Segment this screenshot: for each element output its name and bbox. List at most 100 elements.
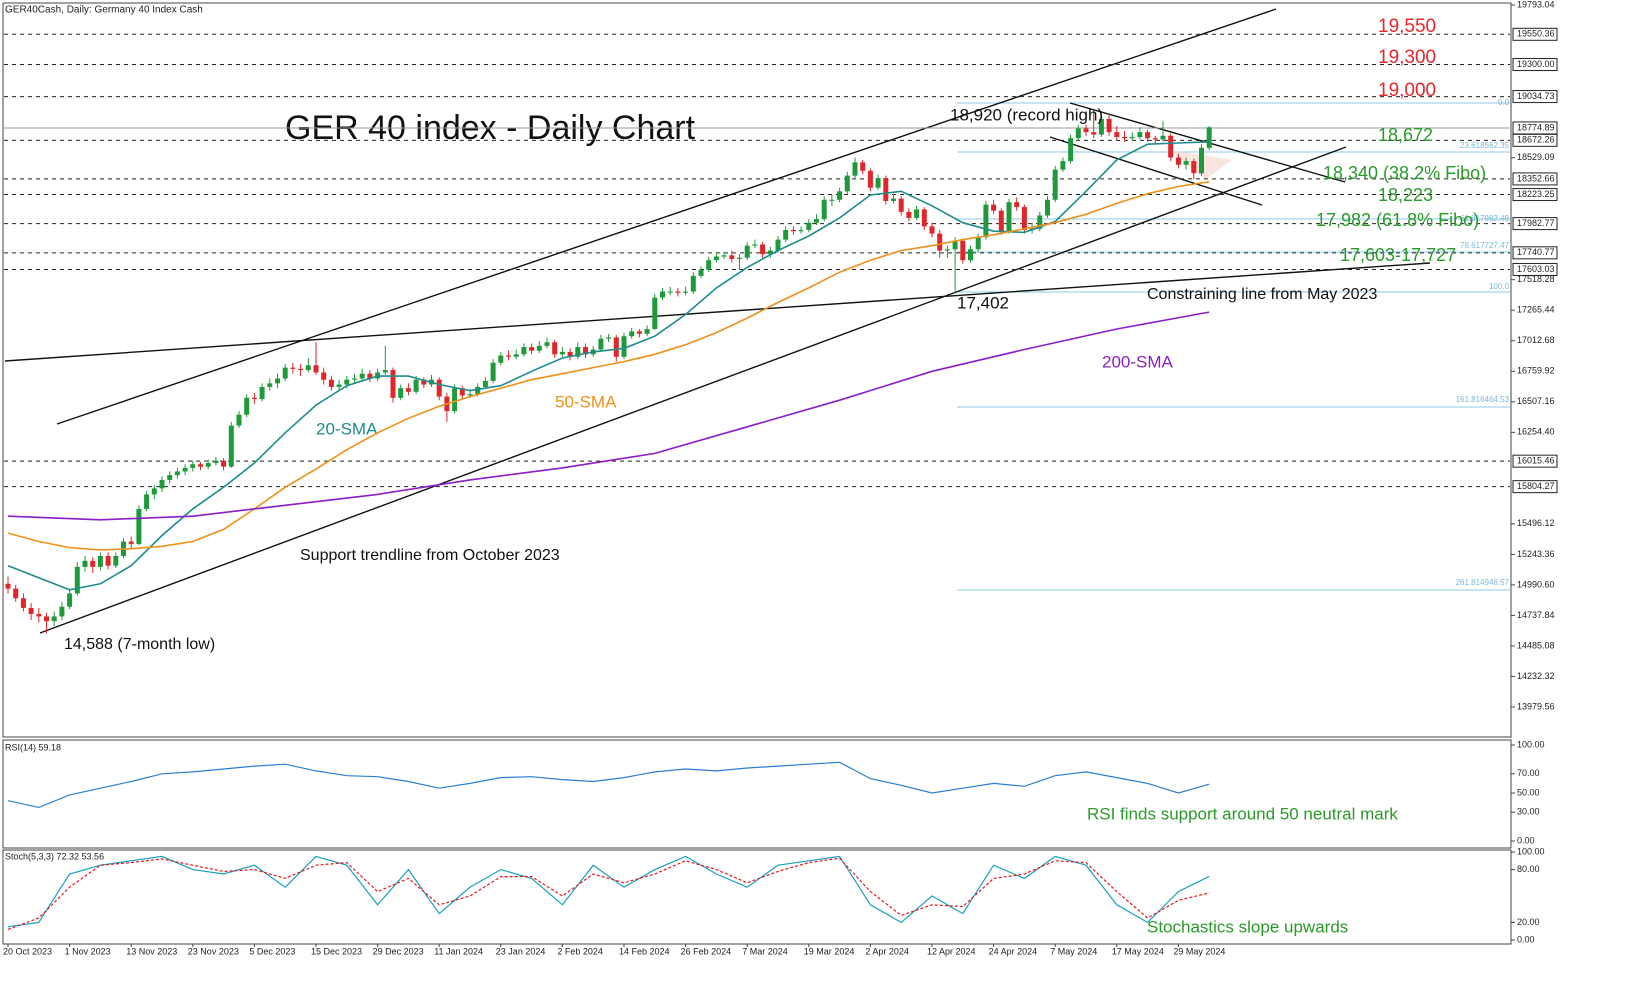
candle-body: [760, 244, 766, 255]
candle-body: [937, 233, 943, 251]
candle-body: [706, 260, 712, 270]
candle-body: [775, 239, 781, 251]
y-tick-label: 14737.84: [1517, 610, 1555, 620]
y-tick-label: 19793.04: [1517, 0, 1555, 9]
y-tick-label: 15496.12: [1517, 518, 1555, 528]
candle-body: [1037, 215, 1043, 229]
candle-body: [806, 222, 812, 230]
candle-body: [490, 362, 496, 381]
candle-body: [790, 229, 796, 232]
candle-body: [236, 414, 242, 426]
candle-body: [660, 291, 665, 298]
candle-body: [844, 175, 850, 192]
x-tick-label: 11 Jan 2024: [434, 946, 483, 956]
candle-body: [167, 475, 173, 480]
candle-body: [975, 237, 981, 250]
candle-body: [205, 463, 211, 467]
sma-label: 20-SMA: [316, 419, 378, 438]
x-tick-label: 24 Apr 2024: [989, 946, 1038, 956]
candle-body: [583, 347, 588, 355]
candle-body: [421, 379, 427, 385]
candle-body: [20, 598, 26, 608]
candle-body: [228, 425, 234, 467]
y-tick-label: 16254.40: [1517, 427, 1555, 437]
candle-body: [1106, 118, 1112, 133]
annotation: 18,672: [1378, 125, 1433, 145]
candle-body: [436, 379, 442, 397]
annotation: Stochastics slope upwards: [1147, 917, 1348, 936]
candle-body: [867, 170, 873, 188]
candle-body: [467, 394, 473, 396]
candle-body: [929, 226, 935, 234]
candle-body: [513, 354, 519, 357]
candle-body: [644, 328, 650, 334]
y-tick-label: 16015.46: [1517, 456, 1555, 466]
candle-body: [367, 373, 373, 379]
candle-body: [598, 338, 604, 350]
constraining-line: [4, 262, 1431, 362]
fib-label: 61.817982.49: [1460, 214, 1509, 223]
y-tick-label: 16759.92: [1517, 366, 1555, 376]
candle-body: [36, 613, 42, 617]
candle-body: [744, 245, 750, 258]
fib-label: 78.617727.47: [1460, 241, 1509, 250]
x-tick-label: 2 Apr 2024: [865, 946, 909, 956]
main-panel: [2, 2, 1512, 738]
y-tick-label: 17518.28: [1517, 274, 1555, 284]
candle-body: [359, 373, 365, 379]
candle-body: [921, 209, 927, 227]
x-tick-label: 20 Oct 2023: [3, 946, 52, 956]
channel-upper: [56, 8, 1277, 425]
x-tick-label: 17 May 2024: [1112, 946, 1164, 956]
sma-label: 200-SMA: [1102, 352, 1174, 371]
candle-body: [159, 479, 165, 489]
candle-body: [59, 606, 65, 617]
candle-body: [752, 244, 758, 246]
rsi-panel: [2, 739, 1512, 849]
candle-body: [1052, 169, 1058, 200]
stoch-title: Stoch(5,3,3) 72.32 53.56: [5, 851, 104, 861]
candle-body: [621, 336, 627, 357]
annotation: 19,300: [1378, 47, 1436, 68]
candle-body: [405, 388, 411, 392]
candle-body: [251, 397, 257, 400]
fib-label: 261.814946.57: [1456, 578, 1510, 587]
candle-body: [28, 607, 34, 614]
annotation: 18,340 (38.2% Fibo): [1323, 163, 1486, 183]
y-tick-label: 80.00: [1517, 864, 1540, 874]
candle-body: [382, 370, 388, 373]
annotation: 17,402: [957, 293, 1009, 312]
fib-lines: [957, 102, 1510, 591]
x-tick-label: 26 Feb 2024: [681, 946, 732, 956]
x-tick-label: 13 Nov 2023: [126, 946, 177, 956]
candle-body: [1191, 161, 1197, 174]
candle-body: [991, 204, 997, 211]
chart-header: GER40Cash, Daily: Germany 40 Index Cash: [5, 5, 203, 16]
sma-line: [7, 180, 1210, 551]
candle-body: [244, 397, 250, 415]
candle-body: [82, 560, 88, 567]
y-tick-label: 14990.60: [1517, 579, 1555, 589]
indicator-line: [7, 857, 1210, 930]
candle-body: [298, 368, 304, 371]
tick-box: [1512, 246, 1558, 260]
y-tick-label: 17012.68: [1517, 335, 1555, 345]
candle-body: [667, 291, 673, 293]
tick-box: [1512, 27, 1558, 41]
candle-body: [968, 249, 973, 261]
candle-body: [683, 291, 689, 293]
candle-body: [51, 616, 57, 622]
candle-body: [652, 297, 658, 329]
fib-label: 0.0: [1498, 98, 1510, 107]
annotation: 14,588 (7-month low): [64, 636, 215, 653]
y-tick-label: 14232.32: [1517, 671, 1555, 681]
y-tick-label: 18529.09: [1517, 152, 1555, 162]
candle-body: [529, 347, 535, 351]
candle-body: [5, 583, 11, 589]
y-tick-label: 20.00: [1517, 917, 1540, 927]
candle-body: [452, 388, 458, 412]
candle-body: [544, 342, 550, 346]
candle-body: [629, 331, 635, 337]
candle-body: [1199, 147, 1204, 174]
